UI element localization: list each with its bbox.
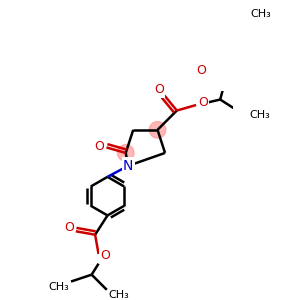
Text: O: O: [154, 83, 164, 96]
Circle shape: [149, 122, 166, 138]
Text: CH₃: CH₃: [109, 290, 130, 300]
Text: CH₃: CH₃: [249, 110, 270, 120]
Text: N: N: [123, 159, 134, 173]
Text: CH₃: CH₃: [48, 282, 69, 292]
Text: O: O: [94, 140, 104, 152]
Text: CH₃: CH₃: [250, 9, 271, 19]
Text: O: O: [198, 97, 208, 110]
Text: O: O: [64, 221, 74, 234]
Text: O: O: [100, 249, 110, 262]
Circle shape: [118, 145, 134, 161]
Text: O: O: [197, 64, 206, 77]
